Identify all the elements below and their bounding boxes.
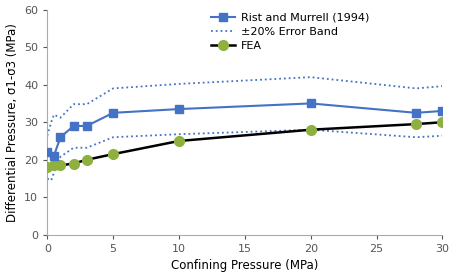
Y-axis label: Differential Pressure, σ1-σ3 (MPa): Differential Pressure, σ1-σ3 (MPa) [5, 23, 19, 222]
X-axis label: Confining Pressure (MPa): Confining Pressure (MPa) [171, 259, 318, 272]
Legend: Rist and Murrell (1994), ±20% Error Band, FEA: Rist and Murrell (1994), ±20% Error Band… [211, 13, 369, 51]
